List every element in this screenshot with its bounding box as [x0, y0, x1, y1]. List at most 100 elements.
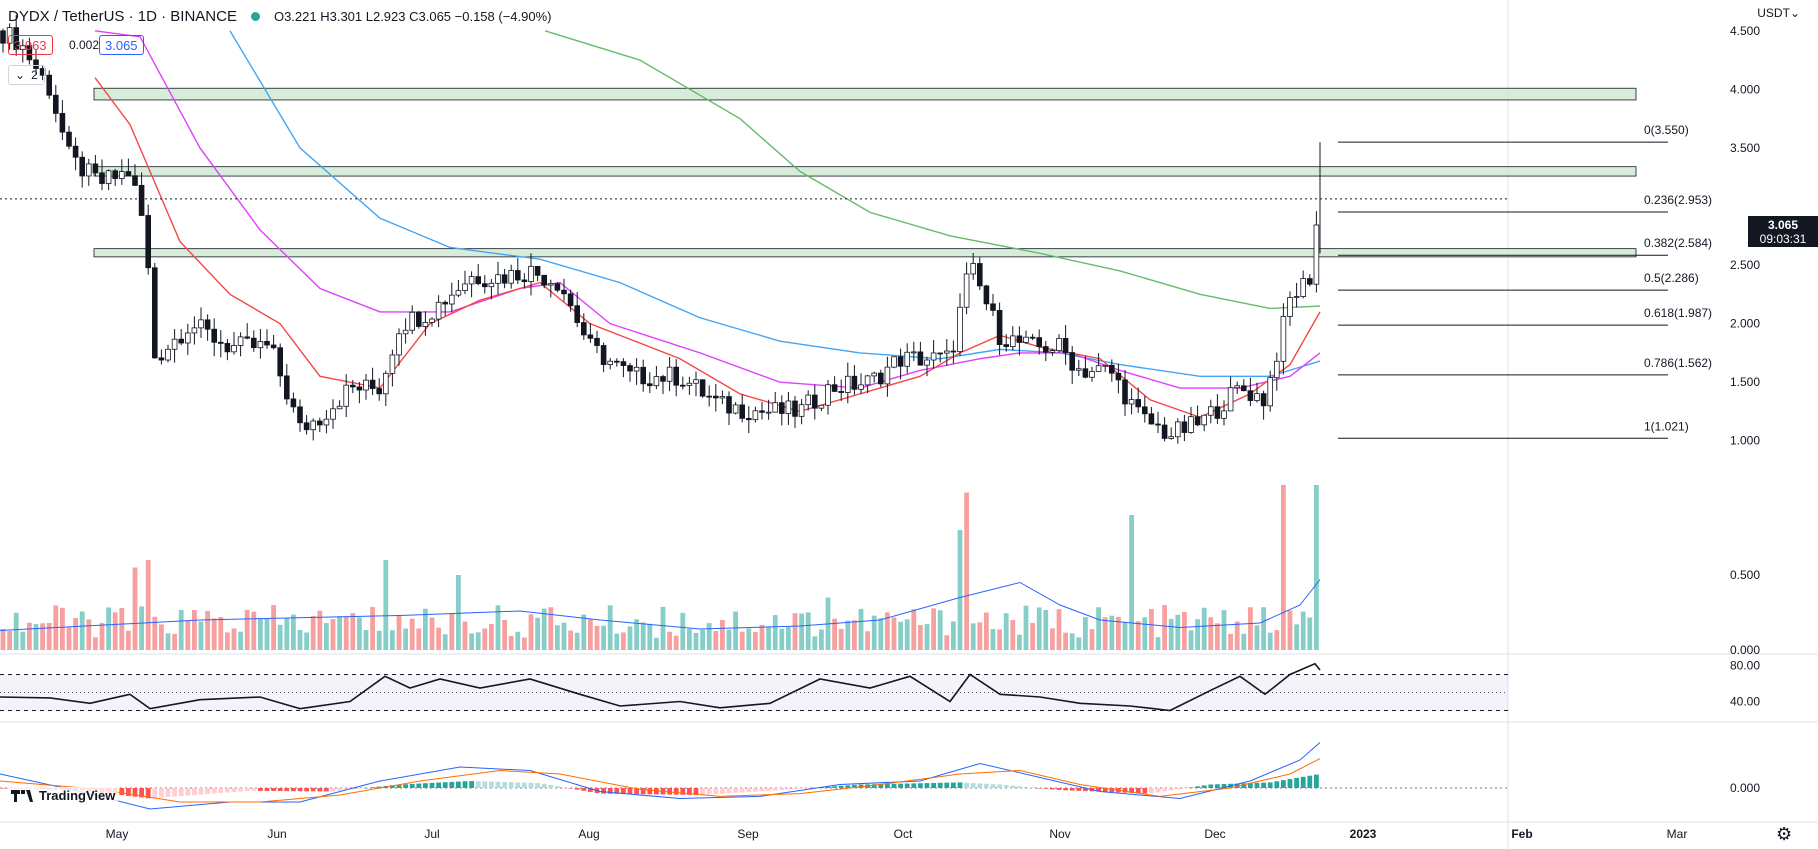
- volume-bar: [244, 609, 250, 650]
- volume-bar: [951, 621, 956, 650]
- macd-histogram-bar: [119, 788, 125, 796]
- volume-bar: [819, 629, 824, 650]
- volume-bar: [713, 630, 719, 650]
- macd-histogram-bar: [1010, 785, 1016, 788]
- volume-bar: [495, 605, 501, 650]
- macd-histogram-bar: [1017, 786, 1022, 788]
- candle-body: [1109, 364, 1115, 374]
- candle-body: [891, 356, 897, 368]
- macd-histogram-bar: [1102, 788, 1108, 792]
- volume-bar: [1109, 615, 1115, 650]
- last-price-label: 3.065 09:03:31: [1748, 216, 1818, 247]
- macd-histogram-bar: [601, 788, 606, 794]
- candle-body: [204, 319, 211, 330]
- volume-bar: [733, 611, 738, 650]
- candle-body: [673, 366, 679, 386]
- volume-bar: [654, 637, 659, 650]
- candle-body: [792, 400, 798, 417]
- candle-body: [184, 332, 191, 344]
- macd-histogram-bar: [1050, 788, 1055, 790]
- bid-price[interactable]: 3.063: [8, 35, 53, 55]
- candle-body: [376, 388, 382, 395]
- macd-histogram-bar: [739, 788, 745, 793]
- volume-bar: [277, 624, 283, 650]
- macd-histogram-bar: [205, 788, 210, 795]
- volume-bar: [403, 628, 408, 650]
- symbol-title[interactable]: DYDX / TetherUS · 1D · BINANCE: [8, 8, 237, 25]
- macd-histogram-bar: [291, 788, 296, 792]
- price-tick-label: 1.000: [1730, 434, 1760, 448]
- candle-body: [1016, 335, 1023, 343]
- candle-body: [244, 336, 251, 339]
- candle-body: [884, 366, 891, 385]
- volume-bar: [126, 630, 131, 650]
- volume-bar: [766, 626, 771, 650]
- volume-bar: [1010, 620, 1016, 650]
- macd-histogram-bar: [1030, 787, 1035, 789]
- volume-bar: [482, 628, 488, 650]
- macd-histogram-bar: [449, 781, 455, 788]
- macd-histogram-bar: [218, 788, 224, 794]
- candle-body: [435, 301, 442, 320]
- candle-body: [838, 391, 844, 393]
- volume-bar: [634, 619, 639, 650]
- symbol-header: DYDX / TetherUS · 1D · BINANCE O3.221 H3…: [8, 8, 552, 25]
- volume-bar: [1182, 611, 1187, 650]
- time-tick-label: Feb: [1511, 827, 1532, 841]
- candle-body: [99, 172, 105, 184]
- macd-histogram-bar: [0, 788, 6, 789]
- macd-histogram-group: [0, 774, 1319, 799]
- macd-histogram-bar: [588, 788, 593, 792]
- candle-body: [283, 375, 290, 400]
- candle-body: [1062, 338, 1069, 353]
- candle-body: [1247, 390, 1254, 401]
- volume-bar: [700, 629, 705, 650]
- macd-histogram-bar: [706, 788, 712, 795]
- price-tick-label: 2.500: [1730, 258, 1760, 272]
- gear-icon[interactable]: ⚙: [1776, 824, 1793, 844]
- macd-histogram-bar: [634, 788, 639, 795]
- candle-body: [633, 366, 640, 372]
- last-price-value: 3.065: [1767, 218, 1799, 232]
- macd-histogram-bar: [442, 782, 448, 788]
- candle-body: [904, 351, 910, 367]
- volume-bar: [343, 616, 349, 650]
- candle-body: [1161, 424, 1168, 439]
- volume-bar: [251, 611, 257, 650]
- ask-price[interactable]: 3.065: [99, 35, 144, 55]
- macd-histogram-bar: [1063, 788, 1068, 791]
- tradingview-logo[interactable]: TradingView: [8, 787, 119, 804]
- candle-body: [607, 360, 613, 365]
- macd-histogram-bar: [1109, 788, 1115, 793]
- volume-bar: [746, 628, 752, 650]
- macd-histogram-bar: [1274, 781, 1280, 788]
- volume-bar: [1188, 630, 1194, 650]
- candle-body: [1102, 364, 1109, 367]
- candle-body: [970, 263, 976, 275]
- candles-group: [0, 15, 1320, 444]
- volume-bar: [957, 530, 963, 650]
- volume-bar: [601, 625, 606, 650]
- volume-bar: [489, 623, 494, 650]
- candle-body: [178, 338, 185, 344]
- chevron-down-icon: ⌄: [1789, 6, 1800, 20]
- volume-bar: [1069, 633, 1075, 650]
- currency-selector[interactable]: USDT⌄: [1757, 6, 1800, 20]
- time-tick-label: Mar: [1667, 827, 1688, 841]
- volume-bar: [1129, 515, 1134, 650]
- macd-histogram-bar: [436, 782, 441, 788]
- macd-histogram-bar: [363, 787, 369, 789]
- candle-body: [323, 418, 330, 426]
- candle-body: [1069, 352, 1076, 371]
- candle-body: [957, 306, 963, 353]
- macd-histogram-bar: [271, 788, 276, 792]
- candle-body: [356, 386, 363, 391]
- volume-bar: [86, 619, 92, 650]
- macd-histogram-bar: [957, 782, 963, 788]
- indicators-toggle[interactable]: ⌄ 2: [8, 65, 45, 85]
- macd-histogram-bar: [522, 782, 527, 788]
- macd-histogram-bar: [964, 782, 969, 788]
- volume-bar: [218, 617, 224, 650]
- candle-body: [990, 303, 996, 311]
